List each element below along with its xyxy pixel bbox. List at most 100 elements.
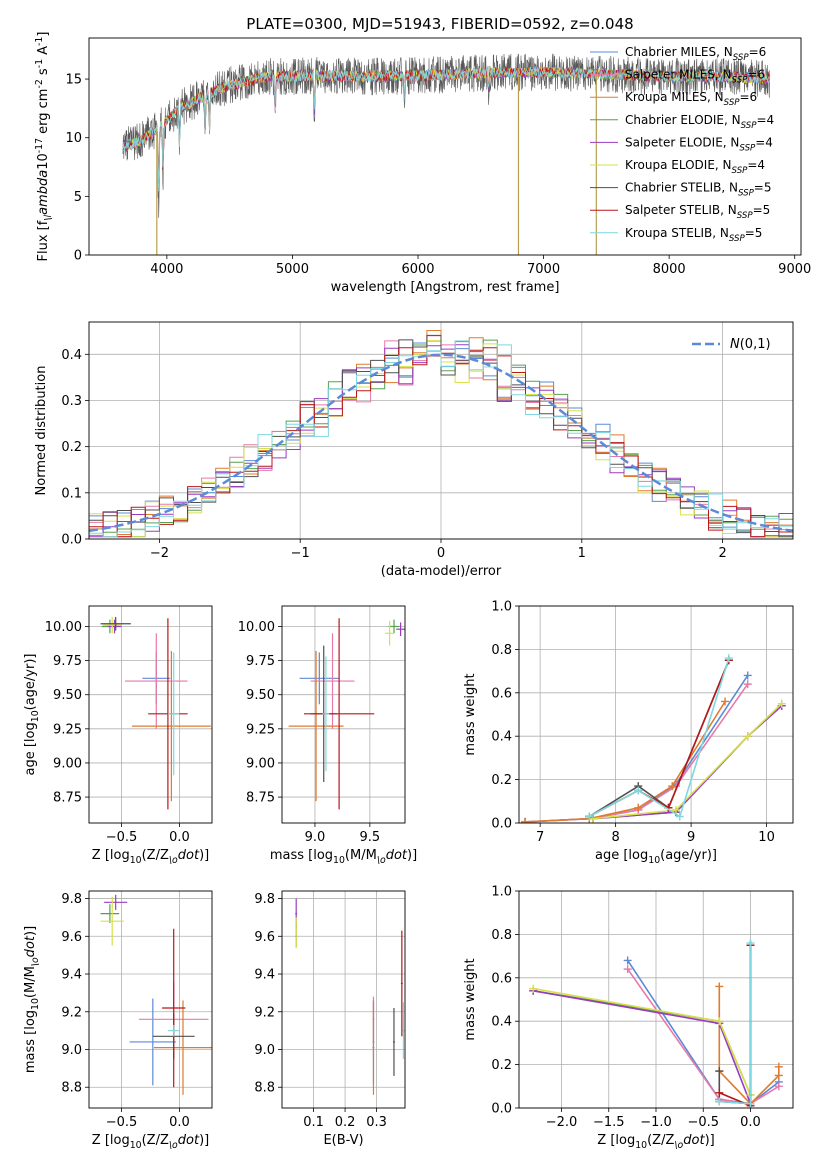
plot-area-spectrum	[122, 53, 770, 255]
errorbar-point-series-3	[388, 619, 400, 634]
x-tick-label: 0	[437, 546, 445, 561]
chart-title: PLATE=0300, MJD=51943, FIBERID=0592, z=0…	[246, 15, 633, 33]
plot-area-z_weight	[529, 939, 783, 1108]
x-tick-label: 4000	[150, 262, 183, 277]
x-tick-label: 8	[611, 830, 619, 845]
weight-marker	[529, 984, 538, 993]
x-axis-label: mass [log10​(M/M\o​dot)]	[270, 848, 417, 866]
weight-marker	[521, 817, 530, 823]
weight-line-series-6	[588, 659, 730, 818]
y-tick-label: 0.2	[491, 773, 512, 788]
x-tick-label: −2	[150, 546, 169, 561]
x-tick-label: 8000	[653, 262, 686, 277]
x-axis-label: Z [log10​(Z/Z\o​dot)]	[92, 848, 209, 866]
y-tick-label: 0.2	[491, 1058, 512, 1073]
y-axis-label: mass weight	[463, 958, 478, 1040]
errorbar-point-series-6	[100, 616, 131, 631]
plot-area-z_age	[100, 616, 211, 810]
y-tick-label: 9.25	[246, 722, 275, 737]
y-tick-label: 0.6	[491, 686, 512, 701]
weight-marker	[777, 699, 786, 708]
y-tick-label: 10.00	[238, 620, 275, 635]
weight-line-series-7	[718, 945, 752, 1108]
axes-frame	[88, 321, 794, 540]
x-tick-label: 0.0	[740, 1115, 761, 1130]
x-tick-label: 0.3	[366, 1115, 387, 1130]
x-tick-label: 9.0	[305, 830, 326, 845]
panel-z_weight: −2.0 −1.5 −1.0 −0.5 0.0 0.0 0.2 0.4 0.6 0.8 1.0 Z […	[463, 885, 794, 1151]
errorbar-point-series-1	[310, 633, 355, 729]
panel-mass_age: 9.0 9.5 8.75 9.00 9.25 9.50 9.75 10.00 mass [log…	[238, 605, 417, 866]
y-tick-label: 0.3	[61, 394, 82, 409]
x-tick-label: 0.0	[169, 830, 190, 845]
weight-line-series-2	[524, 701, 726, 823]
weight-marker	[623, 956, 632, 965]
weight-marker	[634, 803, 643, 812]
weight-marker	[715, 1088, 724, 1097]
errorbar-point-series-2	[131, 651, 211, 802]
errorbar-point-series-7	[162, 928, 186, 1088]
y-tick-label: 0.4	[491, 730, 512, 745]
axes-frame	[88, 37, 802, 256]
y-tick-label: 0.8	[491, 643, 512, 658]
y-tick-label: 9.0	[254, 1043, 275, 1058]
weight-line-series-5	[592, 703, 783, 820]
y-tick-label: 10	[65, 131, 82, 146]
weight-marker	[743, 671, 752, 680]
errorbar-point-series-2	[372, 1000, 375, 1095]
x-tick-label: 7	[536, 830, 544, 845]
x-tick-label: −0.5	[106, 1115, 138, 1130]
errorbar-point-series-4	[396, 622, 405, 637]
y-tick-label: 8.75	[53, 791, 82, 806]
y-tick-label: 9.00	[53, 756, 82, 771]
errorbar-point-series-5	[295, 917, 298, 948]
weight-marker	[774, 1062, 783, 1071]
panel-z_age: −0.5 0.0 8.75 9.00 9.25 9.50 9.75 10.00 Z [log10…	[23, 605, 213, 866]
weight-line-series-1	[627, 968, 780, 1105]
x-tick-label: 9000	[778, 262, 811, 277]
weight-line-series-6	[718, 945, 752, 1105]
x-tick-label: 5000	[276, 262, 309, 277]
y-tick-label: 9.2	[254, 1005, 275, 1020]
panel-residuals: −2 −1 0 1 2 0.0 0.1 0.2 0.3 0.4 (data-model)/error…	[34, 321, 794, 579]
y-tick-label: 0	[74, 249, 82, 264]
y-tick-label: 0.0	[491, 817, 512, 832]
x-tick-label: −1	[291, 546, 310, 561]
weight-line-series-7	[588, 659, 730, 818]
weight-marker	[746, 1099, 755, 1108]
weight-marker	[715, 1017, 724, 1026]
x-axis-label: wavelength [Angstrom, rest frame]	[331, 280, 560, 295]
y-tick-label: 9.2	[61, 1005, 82, 1020]
y-axis-label: Flux [f\l​ambda10-17​ erg cm-2​ s-1​ A-1…	[34, 32, 54, 262]
y-tick-label: 9.6	[61, 930, 82, 945]
errorbar-point-series-1	[124, 633, 188, 729]
legend-label: Salpeter MILES, NSSP​=6	[625, 68, 765, 86]
axes-frame	[88, 605, 213, 824]
errorbar-point-series-5	[102, 616, 122, 634]
legend-label: Chabrier ELODIE, NSSP​=4	[625, 113, 774, 131]
y-tick-label: 0.4	[61, 348, 82, 363]
x-tick-label: −1.5	[593, 1115, 625, 1130]
y-tick-label: 8.8	[61, 1081, 82, 1096]
weight-marker	[746, 939, 755, 948]
weight-marker	[623, 965, 632, 974]
weight-marker	[715, 982, 724, 991]
x-tick-label: −1.0	[640, 1115, 672, 1130]
weight-marker	[585, 812, 594, 821]
x-tick-label: 7000	[527, 262, 560, 277]
y-tick-label: 9.8	[254, 892, 275, 907]
x-tick-label: 9	[687, 830, 695, 845]
plot-area-age_weight	[521, 654, 786, 823]
x-tick-label: 9.5	[360, 830, 381, 845]
axes-frame	[518, 605, 794, 824]
x-tick-label: −0.5	[106, 830, 138, 845]
panel-age_weight: 7 8 9 10 0.0 0.2 0.4 0.6 0.8 1.0 age [log10​(age/y…	[463, 600, 794, 866]
weight-marker	[634, 786, 643, 795]
spectrum-line-series-6	[122, 53, 770, 218]
axes-frame	[518, 890, 794, 1109]
x-tick-label: −2.0	[546, 1115, 578, 1130]
errorbar-point-series-2	[153, 1000, 212, 1095]
y-tick-label: 9.50	[53, 688, 82, 703]
errorbar-point-series-6	[393, 1007, 395, 1076]
